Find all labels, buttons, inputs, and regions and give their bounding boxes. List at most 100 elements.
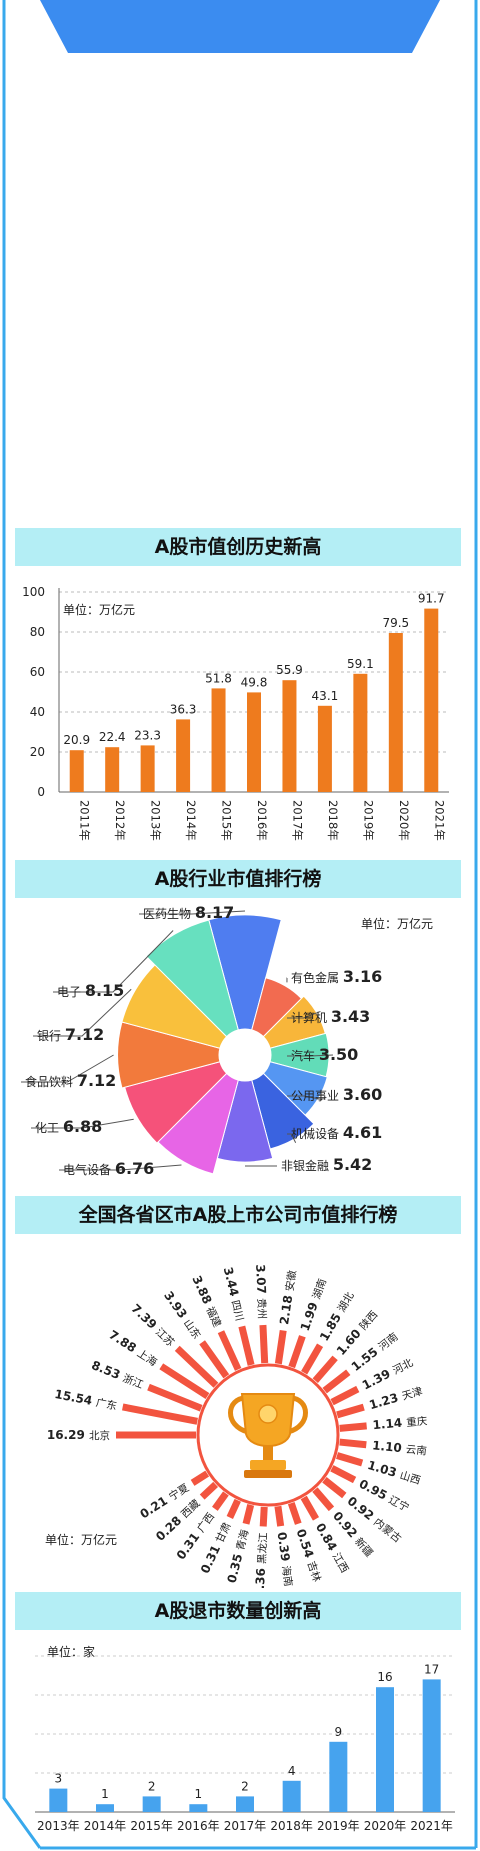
market-cap-year-label: 2014年 [184,800,198,841]
industry-label: 电子 8.15 [57,981,124,1000]
leader-line [33,988,132,1037]
province-bar [147,1383,203,1412]
province-bar [339,1438,367,1449]
delisting-bar [49,1788,68,1812]
province-unit: 单位：万亿元 [45,1532,117,1547]
industry-labels: 医药生物 8.17 有色金属 3.16 计算机 3.43 汽车 3.50 公用事业 3.… [25,903,382,1178]
province-bar [226,1498,241,1519]
province-bar [212,1491,229,1511]
market-cap-value-labels: 20.9 22.4 23.3 36.3 51.8 49.8 55.9 43.1 59.1 79.5… [63,592,444,748]
market-cap-year-label: 2012年 [113,800,127,841]
delisting-year-label: 2016年 [177,1819,220,1833]
y-tick-label: 40 [30,705,45,719]
province-bar [259,1506,268,1527]
province-bar [322,1369,351,1394]
industry-label: 电气设备 6.76 [63,1159,154,1178]
market-cap-bar [282,680,297,792]
province-bar [330,1465,357,1484]
province-bar [259,1324,269,1364]
province-bar [274,1329,287,1365]
market-cap-chart: 0 20 40 60 80 100 单位：万亿元 20.9 22.4 23.3 36.3 51.8… [22,585,449,841]
delisting-value-label: 1 [101,1787,109,1801]
province-bar [174,1345,219,1388]
market-cap-bar [105,747,120,792]
province-bar [339,1422,367,1432]
delisting-value-label: 9 [335,1725,343,1739]
province-label: 3.07 贵州 [253,1264,270,1319]
market-cap-unit: 单位：万亿元 [63,602,135,617]
delisting-bar [282,1780,301,1812]
province-bar [312,1355,338,1383]
market-cap-year-label: 2013年 [149,800,163,841]
y-tick-label: 80 [30,625,45,639]
province-label: 2.18 安徽 [277,1269,299,1326]
y-tick-label: 20 [30,745,45,759]
industry-title: A股行业市值排行榜 [15,860,461,898]
market-cap-bar [69,750,84,792]
province-bar [122,1403,198,1425]
delisting-year-label: 2013年 [37,1819,80,1833]
province-bar [336,1452,364,1467]
delisting-year-label: 2018年 [270,1819,313,1833]
delisting-bar [329,1741,348,1812]
delisting-bar [189,1804,208,1812]
leader-line [21,1054,114,1083]
market-cap-year-label: 2021年 [432,800,446,841]
delisting-value-label: 2 [148,1779,156,1793]
industry-label: 化工 6.88 [35,1117,102,1136]
delisting-value-label: 4 [288,1764,296,1778]
province-bar [288,1335,306,1369]
trophy-icon [228,1393,308,1478]
market-cap-value-label: 55.9 [276,663,303,677]
industry-label: 医药生物 8.17 [143,903,234,922]
market-cap-bar [388,633,403,792]
province-label: 1.10 云南 [372,1438,428,1457]
delisting-value-labels: 3 1 2 1 2 4 9 16 17 [55,1662,440,1801]
y-tick-label: 0 [37,785,45,799]
market-cap-value-label: 79.5 [382,616,409,630]
market-cap-year-label: 2015年 [220,800,234,841]
industry-leader-lines [21,910,334,1171]
province-bar [199,1481,219,1500]
frame-left-line [2,0,42,1849]
industry-rose-chart: 单位：万亿元 医药生物 8.17 有色金属 3.16 计算机 3.43 汽车 3.50… [21,903,433,1178]
market-cap-year-label: 2011年 [78,800,92,841]
industry-label: 计算机 3.43 [291,1007,370,1026]
province-label: 8.53 浙江 [89,1358,146,1392]
market-cap-bar [317,705,332,792]
trophy-ring [196,1363,340,1507]
header-banner [40,0,440,53]
province-label: 3.44 四川 [221,1266,247,1323]
market-cap-year-label: 2020年 [397,800,411,841]
delisting-bar [422,1679,441,1812]
province-bar [301,1343,324,1375]
province-label: 15.54 广东 [53,1387,118,1413]
province-label: 3.88 福建 [189,1273,225,1329]
market-cap-value-label: 20.9 [63,733,90,747]
market-cap-bar [353,673,368,792]
province-bar [287,1502,302,1525]
province-bar [336,1403,365,1419]
province-bar [238,1325,255,1366]
market-cap-value-label: 59.1 [347,657,374,671]
market-cap-bar [176,719,191,792]
delisting-year-label: 2015年 [130,1819,173,1833]
delisting-year-label: 2017年 [224,1819,267,1833]
province-label: 16.29 北京 [47,1428,110,1442]
market-cap-year-labels: 2011年 2012年 2013年 2014年 2015年 2016年 2017年 2018年… [78,800,447,841]
industry-label: 银行 7.12 [37,1025,104,1044]
province-bar [242,1504,255,1525]
industry-label: 非银金融 5.42 [281,1155,372,1174]
province-bar [199,1340,230,1379]
y-tick-labels: 0 20 40 60 80 100 [22,585,45,799]
delisting-title: A股退市数量创新高 [15,1592,461,1630]
industry-label: 汽车 3.50 [291,1045,358,1064]
market-cap-value-label: 22.4 [99,730,126,744]
industry-slice [124,1061,228,1144]
province-label: 1.23 天津 [368,1383,425,1412]
province-bar [330,1385,360,1406]
province-bars [116,1324,367,1527]
industry-slices [117,914,330,1175]
